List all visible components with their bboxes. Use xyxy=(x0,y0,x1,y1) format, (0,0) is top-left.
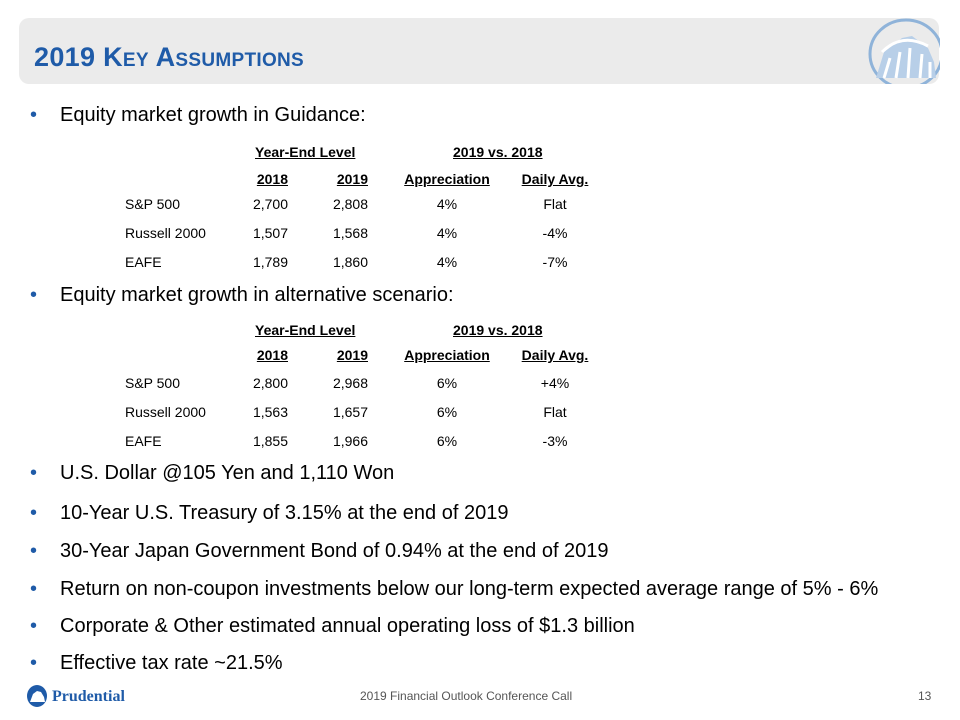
bullet-text: 10-Year U.S. Treasury of 3.15% at the en… xyxy=(60,502,509,524)
bullet-dot: • xyxy=(30,284,38,306)
cell-2019: 2,808 xyxy=(332,196,368,212)
cell-2019: 1,966 xyxy=(332,433,368,449)
cell-daily-avg: Flat xyxy=(543,196,567,212)
cell-2018: 1,507 xyxy=(252,225,288,241)
cell-appreciation: 6% xyxy=(436,433,458,449)
cell-appreciation: 6% xyxy=(436,404,458,420)
cell-daily-avg: -3% xyxy=(542,433,568,449)
row-label: EAFE xyxy=(125,433,162,449)
group-header-2019-vs-2018: 2019 vs. 2018 xyxy=(453,322,543,338)
cell-appreciation: 6% xyxy=(436,375,458,391)
cell-2018: 1,563 xyxy=(252,404,288,420)
bullet-dot: • xyxy=(30,104,38,126)
bullet-item: • Equity market growth in alternative sce… xyxy=(30,284,454,307)
cell-daily-avg: +4% xyxy=(540,375,570,391)
bullet-text: Return on non-coupon investments below o… xyxy=(60,578,879,600)
title-bar xyxy=(19,18,939,84)
bullet-item: • Return on non-coupon investments below … xyxy=(30,578,878,601)
column-header-daily-avg: Daily Avg. xyxy=(521,171,589,187)
bullet-item: • Corporate & Other estimated annual oper… xyxy=(30,615,635,638)
prudential-rock-icon xyxy=(27,685,47,707)
cell-2019: 1,657 xyxy=(332,404,368,420)
cell-2018: 2,800 xyxy=(252,375,288,391)
column-header-daily-avg: Daily Avg. xyxy=(521,347,589,363)
bullet-text: Corporate & Other estimated annual opera… xyxy=(60,615,635,637)
bullet-text: Effective tax rate ~21.5% xyxy=(60,652,283,674)
group-header-2019-vs-2018: 2019 vs. 2018 xyxy=(453,144,543,160)
row-label: Russell 2000 xyxy=(125,225,206,241)
cell-appreciation: 4% xyxy=(436,225,458,241)
column-header-2019: 2019 xyxy=(336,171,368,187)
column-header-2018: 2018 xyxy=(256,347,288,363)
rock-of-gibraltar-icon xyxy=(868,18,940,84)
bullet-text: 30-Year Japan Government Bond of 0.94% a… xyxy=(60,540,609,562)
bullet-dot: • xyxy=(30,502,38,524)
bullet-item: • U.S. Dollar @105 Yen and 1,110 Won xyxy=(30,462,394,485)
bullet-item: • 10-Year U.S. Treasury of 3.15% at the e… xyxy=(30,502,508,525)
column-header-appreciation: Appreciation xyxy=(404,171,490,187)
cell-daily-avg: Flat xyxy=(543,404,567,420)
row-label: S&P 500 xyxy=(125,375,181,391)
bullet-text: Equity market growth in alternative scen… xyxy=(60,284,454,306)
group-header-year-end-level: Year-End Level xyxy=(255,144,356,160)
cell-2018: 1,789 xyxy=(252,254,288,270)
bullet-item: • Effective tax rate ~21.5% xyxy=(30,652,283,675)
row-label: Russell 2000 xyxy=(125,404,206,420)
cell-appreciation: 4% xyxy=(436,254,458,270)
cell-2019: 2,968 xyxy=(332,375,368,391)
bullet-text: U.S. Dollar @105 Yen and 1,110 Won xyxy=(60,462,395,484)
cell-2019: 1,860 xyxy=(332,254,368,270)
bullet-item: • Equity market growth in Guidance: xyxy=(30,104,366,127)
prudential-wordmark: Prudential xyxy=(52,688,125,705)
column-header-2018: 2018 xyxy=(256,171,288,187)
row-label: S&P 500 xyxy=(125,196,181,212)
cell-2019: 1,568 xyxy=(332,225,368,241)
bullet-dot: • xyxy=(30,652,38,674)
page-title: 2019 Key Assumptions xyxy=(34,42,305,72)
cell-2018: 1,855 xyxy=(252,433,288,449)
footer-caption: 2019 Financial Outlook Conference Call xyxy=(360,689,573,703)
cell-daily-avg: -7% xyxy=(542,254,568,270)
bullet-dot: • xyxy=(30,462,38,484)
bullet-dot: • xyxy=(30,540,38,562)
cell-2018: 2,700 xyxy=(252,196,288,212)
column-header-appreciation: Appreciation xyxy=(404,347,490,363)
page-number: 13 xyxy=(918,689,932,703)
column-header-2019: 2019 xyxy=(336,347,368,363)
bullet-dot: • xyxy=(30,578,38,600)
row-label: EAFE xyxy=(125,254,162,270)
bullet-dot: • xyxy=(30,615,38,637)
bullet-item: • 30-Year Japan Government Bond of 0.94% … xyxy=(30,540,609,563)
bullet-text: Equity market growth in Guidance: xyxy=(60,104,366,126)
group-header-year-end-level: Year-End Level xyxy=(255,322,356,338)
cell-appreciation: 4% xyxy=(436,196,458,212)
cell-daily-avg: -4% xyxy=(542,225,568,241)
